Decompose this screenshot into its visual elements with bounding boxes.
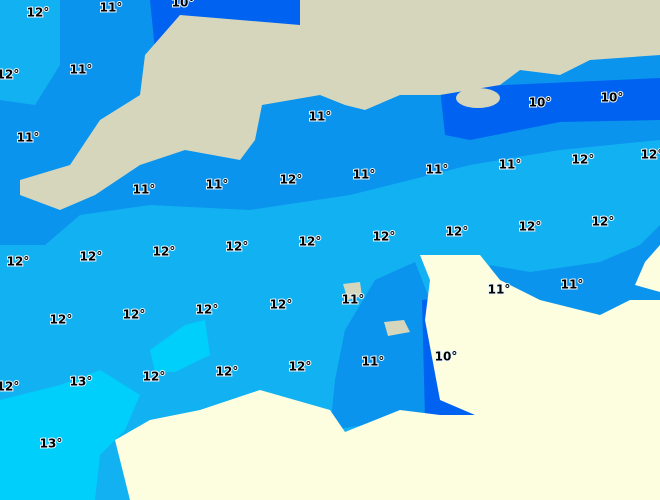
temperature-label: 10°: [435, 350, 458, 364]
temperature-label: 12°: [592, 215, 615, 229]
temperature-label: 12°: [226, 240, 249, 254]
temperature-labels: 12° 11° 10° 12° 11° 11° 11° 10° 10° 11° 11° 12° 11° 1…: [0, 0, 660, 452]
temperature-label: 11°: [17, 131, 40, 145]
temperature-label: 12°: [270, 298, 293, 312]
temperature-label: 11°: [353, 168, 376, 182]
temperature-label: 11°: [488, 283, 511, 297]
land-isle-of-wight: [456, 88, 500, 108]
temperature-label: 11°: [309, 110, 332, 124]
temperature-label: 10°: [529, 96, 552, 110]
temperature-label: 12°: [50, 313, 73, 327]
temperature-label: 13°: [40, 437, 63, 451]
temperature-label: 12°: [143, 370, 166, 384]
temperature-label: 11°: [499, 158, 522, 172]
temperature-label: 11°: [342, 293, 365, 307]
temperature-label: 12°: [0, 380, 19, 394]
temperature-label: 10°: [601, 91, 624, 105]
land-coast: [635, 245, 660, 292]
temperature-label: 10°: [172, 0, 195, 10]
temperature-label: 11°: [426, 163, 449, 177]
temperature-label: 11°: [100, 1, 123, 15]
temperature-label: 12°: [0, 68, 19, 82]
sea-13: [150, 320, 210, 372]
land-jersey: [384, 320, 410, 336]
temperature-label: 12°: [196, 303, 219, 317]
sea-13: [0, 370, 140, 500]
land-england: [20, 0, 660, 210]
temperature-label: 12°: [153, 245, 176, 259]
temperature-label: 11°: [133, 183, 156, 197]
temperature-label: 12°: [289, 360, 312, 374]
temperature-label: 11°: [561, 278, 584, 292]
land-france: [115, 255, 660, 500]
sea-10: [150, 0, 300, 50]
temperature-label: 11°: [70, 63, 93, 77]
land-guernsey: [343, 282, 362, 300]
temperature-label: 12°: [641, 148, 660, 162]
temperature-label: 11°: [362, 355, 385, 369]
temperature-label: 12°: [7, 255, 30, 269]
temperature-label: 12°: [123, 308, 146, 322]
temperature-label: 12°: [27, 6, 50, 20]
temperature-label: 11°: [206, 178, 229, 192]
temperature-label: 12°: [572, 153, 595, 167]
sea-11: [330, 262, 440, 430]
temperature-label: 12°: [373, 230, 396, 244]
temperature-label: 12°: [80, 250, 103, 264]
temperature-label: 12°: [446, 225, 469, 239]
temperature-label: 12°: [216, 365, 239, 379]
temperature-label: 12°: [519, 220, 542, 234]
temperature-label: 12°: [299, 235, 322, 249]
temperature-label: 12°: [280, 173, 303, 187]
temperature-label: 13°: [70, 375, 93, 389]
